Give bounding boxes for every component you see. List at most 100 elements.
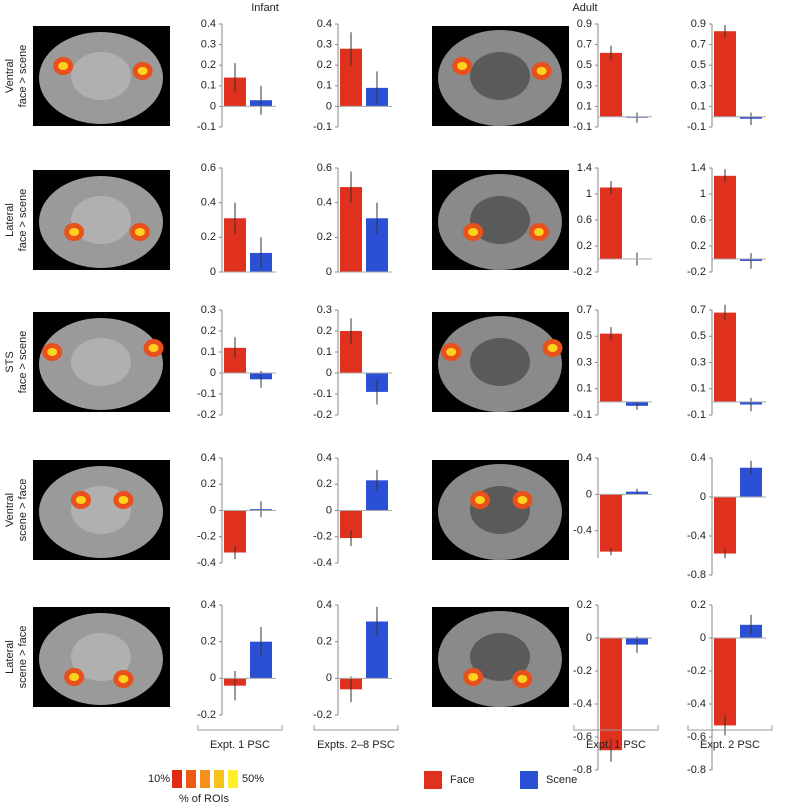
y-tick-label: 0.1 [691, 100, 706, 112]
y-tick-label: -0.2 [573, 266, 592, 278]
y-tick-label: 0.7 [691, 304, 706, 316]
y-tick-label: -0.2 [573, 665, 592, 677]
legend-label: Scene [546, 774, 577, 786]
brain-image [33, 26, 170, 126]
roi-blob-core [75, 496, 86, 504]
roi-swatch [200, 770, 210, 788]
roi-max-label: 50% [242, 773, 264, 785]
roi-blob-core [134, 228, 145, 236]
y-tick-label: -0.1 [197, 121, 216, 133]
y-tick-label: 0.7 [577, 39, 592, 51]
roi-blob-core [69, 673, 80, 681]
y-tick-label: -0.1 [573, 409, 592, 421]
y-tick-label: -0.2 [313, 409, 332, 421]
y-tick-label: -0.1 [313, 121, 332, 133]
y-tick-label: 0.2 [691, 599, 706, 611]
roi-min-label: 10% [148, 773, 170, 785]
y-tick-label: 0.4 [317, 599, 332, 611]
row-label: Ventral [4, 59, 16, 93]
y-tick-label: 0.4 [201, 18, 216, 30]
row-label: Lateral [4, 640, 16, 674]
brain-core [470, 52, 530, 100]
bracket [687, 725, 773, 731]
y-tick-label: 0 [210, 672, 216, 684]
y-tick-label: 0.6 [317, 162, 332, 174]
row-label: face > scene [17, 189, 29, 252]
bar [740, 467, 762, 497]
x-label: Expts. 2–8 PSC [317, 739, 395, 751]
bar [224, 347, 246, 373]
roi-blob-core [547, 344, 558, 352]
y-tick-label: 0.5 [577, 59, 592, 71]
row-label: STS [4, 351, 16, 372]
roi-title: % of ROIs [179, 793, 230, 805]
brain-image [33, 312, 170, 412]
y-tick-label: 0.1 [317, 80, 332, 92]
row-label: scene > face [17, 626, 29, 689]
y-tick-label: 0.2 [201, 231, 216, 243]
brain-core [470, 338, 530, 386]
y-tick-label: -0.8 [687, 764, 706, 776]
bar [600, 494, 622, 552]
column-header: Infant [251, 2, 279, 14]
y-tick-label: 0.7 [577, 304, 592, 316]
roi-blob-core [58, 62, 69, 70]
bar [714, 497, 736, 554]
bar [340, 510, 362, 539]
row-label: Ventral [4, 493, 16, 527]
roi-blob-core [468, 673, 479, 681]
y-tick-label: 0.2 [201, 325, 216, 337]
y-tick-label: 0.2 [577, 240, 592, 252]
bracket [313, 725, 399, 731]
y-tick-label: 1.4 [691, 162, 706, 174]
y-tick-label: -0.2 [197, 409, 216, 421]
y-tick-label: 0.4 [317, 18, 332, 30]
bar [366, 218, 388, 272]
x-label: Expt. 1 PSC [586, 739, 646, 751]
y-tick-label: 0.2 [317, 231, 332, 243]
bar [340, 187, 362, 272]
roi-blob-core [536, 67, 547, 75]
bar [714, 175, 736, 259]
brain-core [71, 633, 131, 681]
roi-swatch [214, 770, 224, 788]
brain-core [71, 338, 131, 386]
y-tick-label: 0.4 [317, 197, 332, 209]
y-tick-label: -0.8 [687, 569, 706, 581]
y-tick-label: 0.7 [691, 39, 706, 51]
bar [600, 333, 622, 402]
y-tick-label: -0.4 [573, 525, 592, 537]
y-tick-label: 0.5 [577, 330, 592, 342]
bar [366, 621, 388, 679]
brain-core [470, 196, 530, 244]
brain-image [432, 170, 569, 270]
y-tick-label: 0.6 [201, 162, 216, 174]
bracket [573, 725, 659, 731]
x-label: Expt. 1 PSC [210, 739, 270, 751]
y-tick-label: 0 [586, 632, 592, 644]
y-tick-label: 0 [326, 100, 332, 112]
bar [340, 331, 362, 373]
y-tick-label: 0.2 [201, 478, 216, 490]
brain-image [432, 607, 569, 707]
y-tick-label: -0.1 [313, 388, 332, 400]
roi-blob-core [446, 348, 457, 356]
brain-image [432, 312, 569, 412]
x-label: Expt. 2 PSC [700, 739, 760, 751]
roi-blob-core [517, 675, 528, 683]
brain-image [432, 26, 569, 126]
y-tick-label: 0.4 [317, 452, 332, 464]
brain-core [470, 633, 530, 681]
brain-image [432, 460, 569, 560]
y-tick-label: -0.4 [197, 557, 216, 569]
y-tick-label: 0.3 [577, 356, 592, 368]
y-tick-label: -0.2 [313, 709, 332, 721]
y-tick-label: 0.3 [691, 356, 706, 368]
y-tick-label: 0.4 [201, 197, 216, 209]
y-tick-label: 0.4 [201, 452, 216, 464]
y-tick-label: 0.1 [691, 383, 706, 395]
roi-blob-core [118, 496, 129, 504]
brain-core [71, 196, 131, 244]
bar [366, 480, 388, 511]
y-tick-label: 0 [326, 672, 332, 684]
